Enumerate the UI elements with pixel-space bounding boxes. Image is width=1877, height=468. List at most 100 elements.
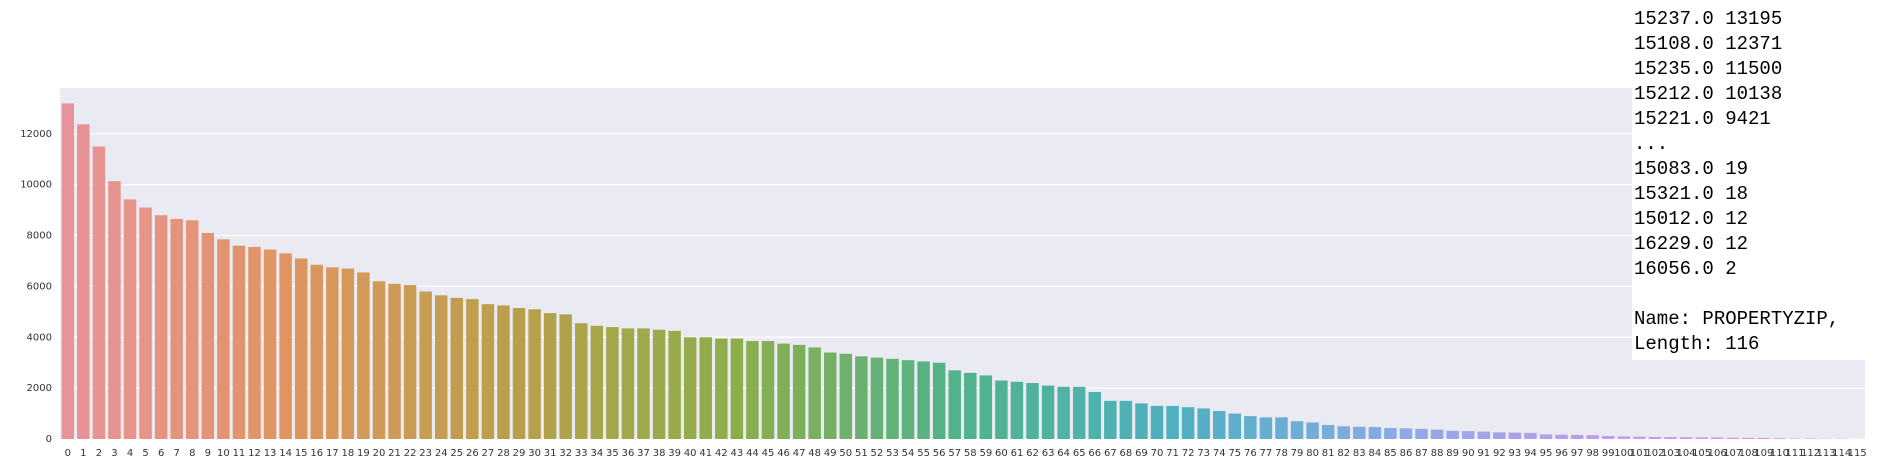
x-tick-label: 8: [189, 448, 195, 459]
x-tick-label: 102: [1645, 448, 1664, 459]
x-tick-label: 115: [1848, 448, 1867, 459]
x-tick-label: 0: [65, 448, 71, 459]
bar: [481, 304, 495, 439]
output-line: 15012.0 12: [1634, 208, 1748, 230]
x-tick-label: 45: [762, 448, 775, 459]
x-tick-label: 74: [1213, 448, 1226, 459]
bar: [886, 358, 899, 439]
x-tick-label: 75: [1228, 448, 1241, 459]
x-tick-label: 110: [1770, 448, 1789, 459]
bar: [248, 246, 261, 439]
x-tick-label: 62: [1026, 448, 1039, 459]
bar: [92, 146, 106, 439]
x-tick-label: 100: [1614, 448, 1633, 459]
output-line: Length: 116: [1634, 333, 1759, 355]
bar: [1228, 413, 1242, 439]
bar: [435, 295, 448, 439]
bar: [123, 199, 137, 439]
bar: [61, 103, 75, 439]
output-line: Name: PROPERTYZIP,: [1634, 308, 1839, 330]
bar: [1555, 434, 1568, 439]
bar: [730, 338, 744, 439]
x-tick-label: 21: [388, 448, 401, 459]
x-tick-label: 6: [158, 448, 164, 459]
bar: [1508, 432, 1522, 439]
bar: [668, 330, 681, 439]
bar: [1166, 405, 1179, 439]
x-tick-label: 44: [746, 448, 759, 459]
x-tick-label: 86: [1400, 448, 1413, 459]
x-tick-label: 85: [1384, 448, 1397, 459]
bar: [1119, 400, 1133, 439]
bar: [715, 338, 728, 439]
bar: [606, 327, 619, 439]
bar: [777, 343, 790, 439]
bar: [637, 328, 650, 439]
bar: [1150, 405, 1164, 439]
bar: [1539, 434, 1553, 439]
bar: [201, 232, 215, 439]
x-tick-label: 9: [205, 448, 211, 459]
bar: [559, 314, 572, 439]
x-tick-label: 90: [1462, 448, 1475, 459]
bar: [761, 341, 775, 439]
x-tick-label: 39: [668, 448, 681, 459]
x-tick-label: 35: [606, 448, 619, 459]
bar: [1057, 386, 1070, 439]
x-tick-label: 95: [1540, 448, 1553, 459]
output-line: 16229.0 12: [1634, 233, 1748, 255]
x-tick-label: 78: [1275, 448, 1288, 459]
x-tick-label: 64: [1057, 448, 1070, 459]
bar: [1695, 437, 1708, 439]
x-tick-label: 61: [1011, 448, 1024, 459]
x-tick-label: 55: [917, 448, 930, 459]
x-tick-label: 84: [1368, 448, 1381, 459]
bar: [1197, 408, 1210, 439]
bar: [1368, 427, 1382, 439]
x-tick-label: 28: [497, 448, 510, 459]
x-tick-label: 63: [1042, 448, 1055, 459]
bar: [1493, 432, 1506, 439]
x-tick-label: 41: [699, 448, 712, 459]
bar: [1213, 411, 1226, 439]
bar: [466, 299, 479, 439]
output-line: 15237.0 13195: [1634, 8, 1782, 30]
x-tick-label: 108: [1739, 448, 1758, 459]
bar: [77, 124, 90, 439]
bar: [1586, 435, 1599, 439]
bar: [139, 207, 152, 439]
bar: [995, 380, 1008, 439]
bar: [1010, 381, 1024, 439]
x-tick-label: 30: [528, 448, 541, 459]
x-tick-label: 17: [326, 448, 339, 459]
bar: [1570, 434, 1584, 439]
bar: [528, 309, 541, 439]
bar: [1664, 437, 1677, 439]
y-tick-label: 12000: [20, 129, 52, 140]
x-tick-label: 31: [544, 448, 557, 459]
x-tick-label: 1: [80, 448, 86, 459]
bar: [450, 297, 464, 439]
bar: [746, 341, 759, 439]
output-line: 15083.0 19: [1634, 158, 1748, 180]
bar: [1353, 426, 1366, 439]
bar: [1648, 436, 1662, 439]
x-tick-label: 11: [233, 448, 246, 459]
x-tick-label: 26: [466, 448, 479, 459]
output-line: 16056.0 2: [1634, 258, 1737, 280]
bar: [1742, 437, 1755, 439]
bar: [497, 305, 510, 439]
bar: [1275, 417, 1288, 439]
x-tick-label: 91: [1477, 448, 1490, 459]
bar: [1461, 431, 1475, 439]
bar: [1446, 430, 1459, 439]
x-tick-label: 4: [127, 448, 133, 459]
x-tick-label: 10: [217, 448, 230, 459]
bar: [1679, 437, 1693, 439]
bar: [917, 361, 930, 439]
x-tick-label: 57: [948, 448, 961, 459]
bar: [824, 352, 837, 439]
x-tick-label: 109: [1754, 448, 1773, 459]
x-tick-label: 34: [590, 448, 603, 459]
bar: [1026, 383, 1039, 439]
